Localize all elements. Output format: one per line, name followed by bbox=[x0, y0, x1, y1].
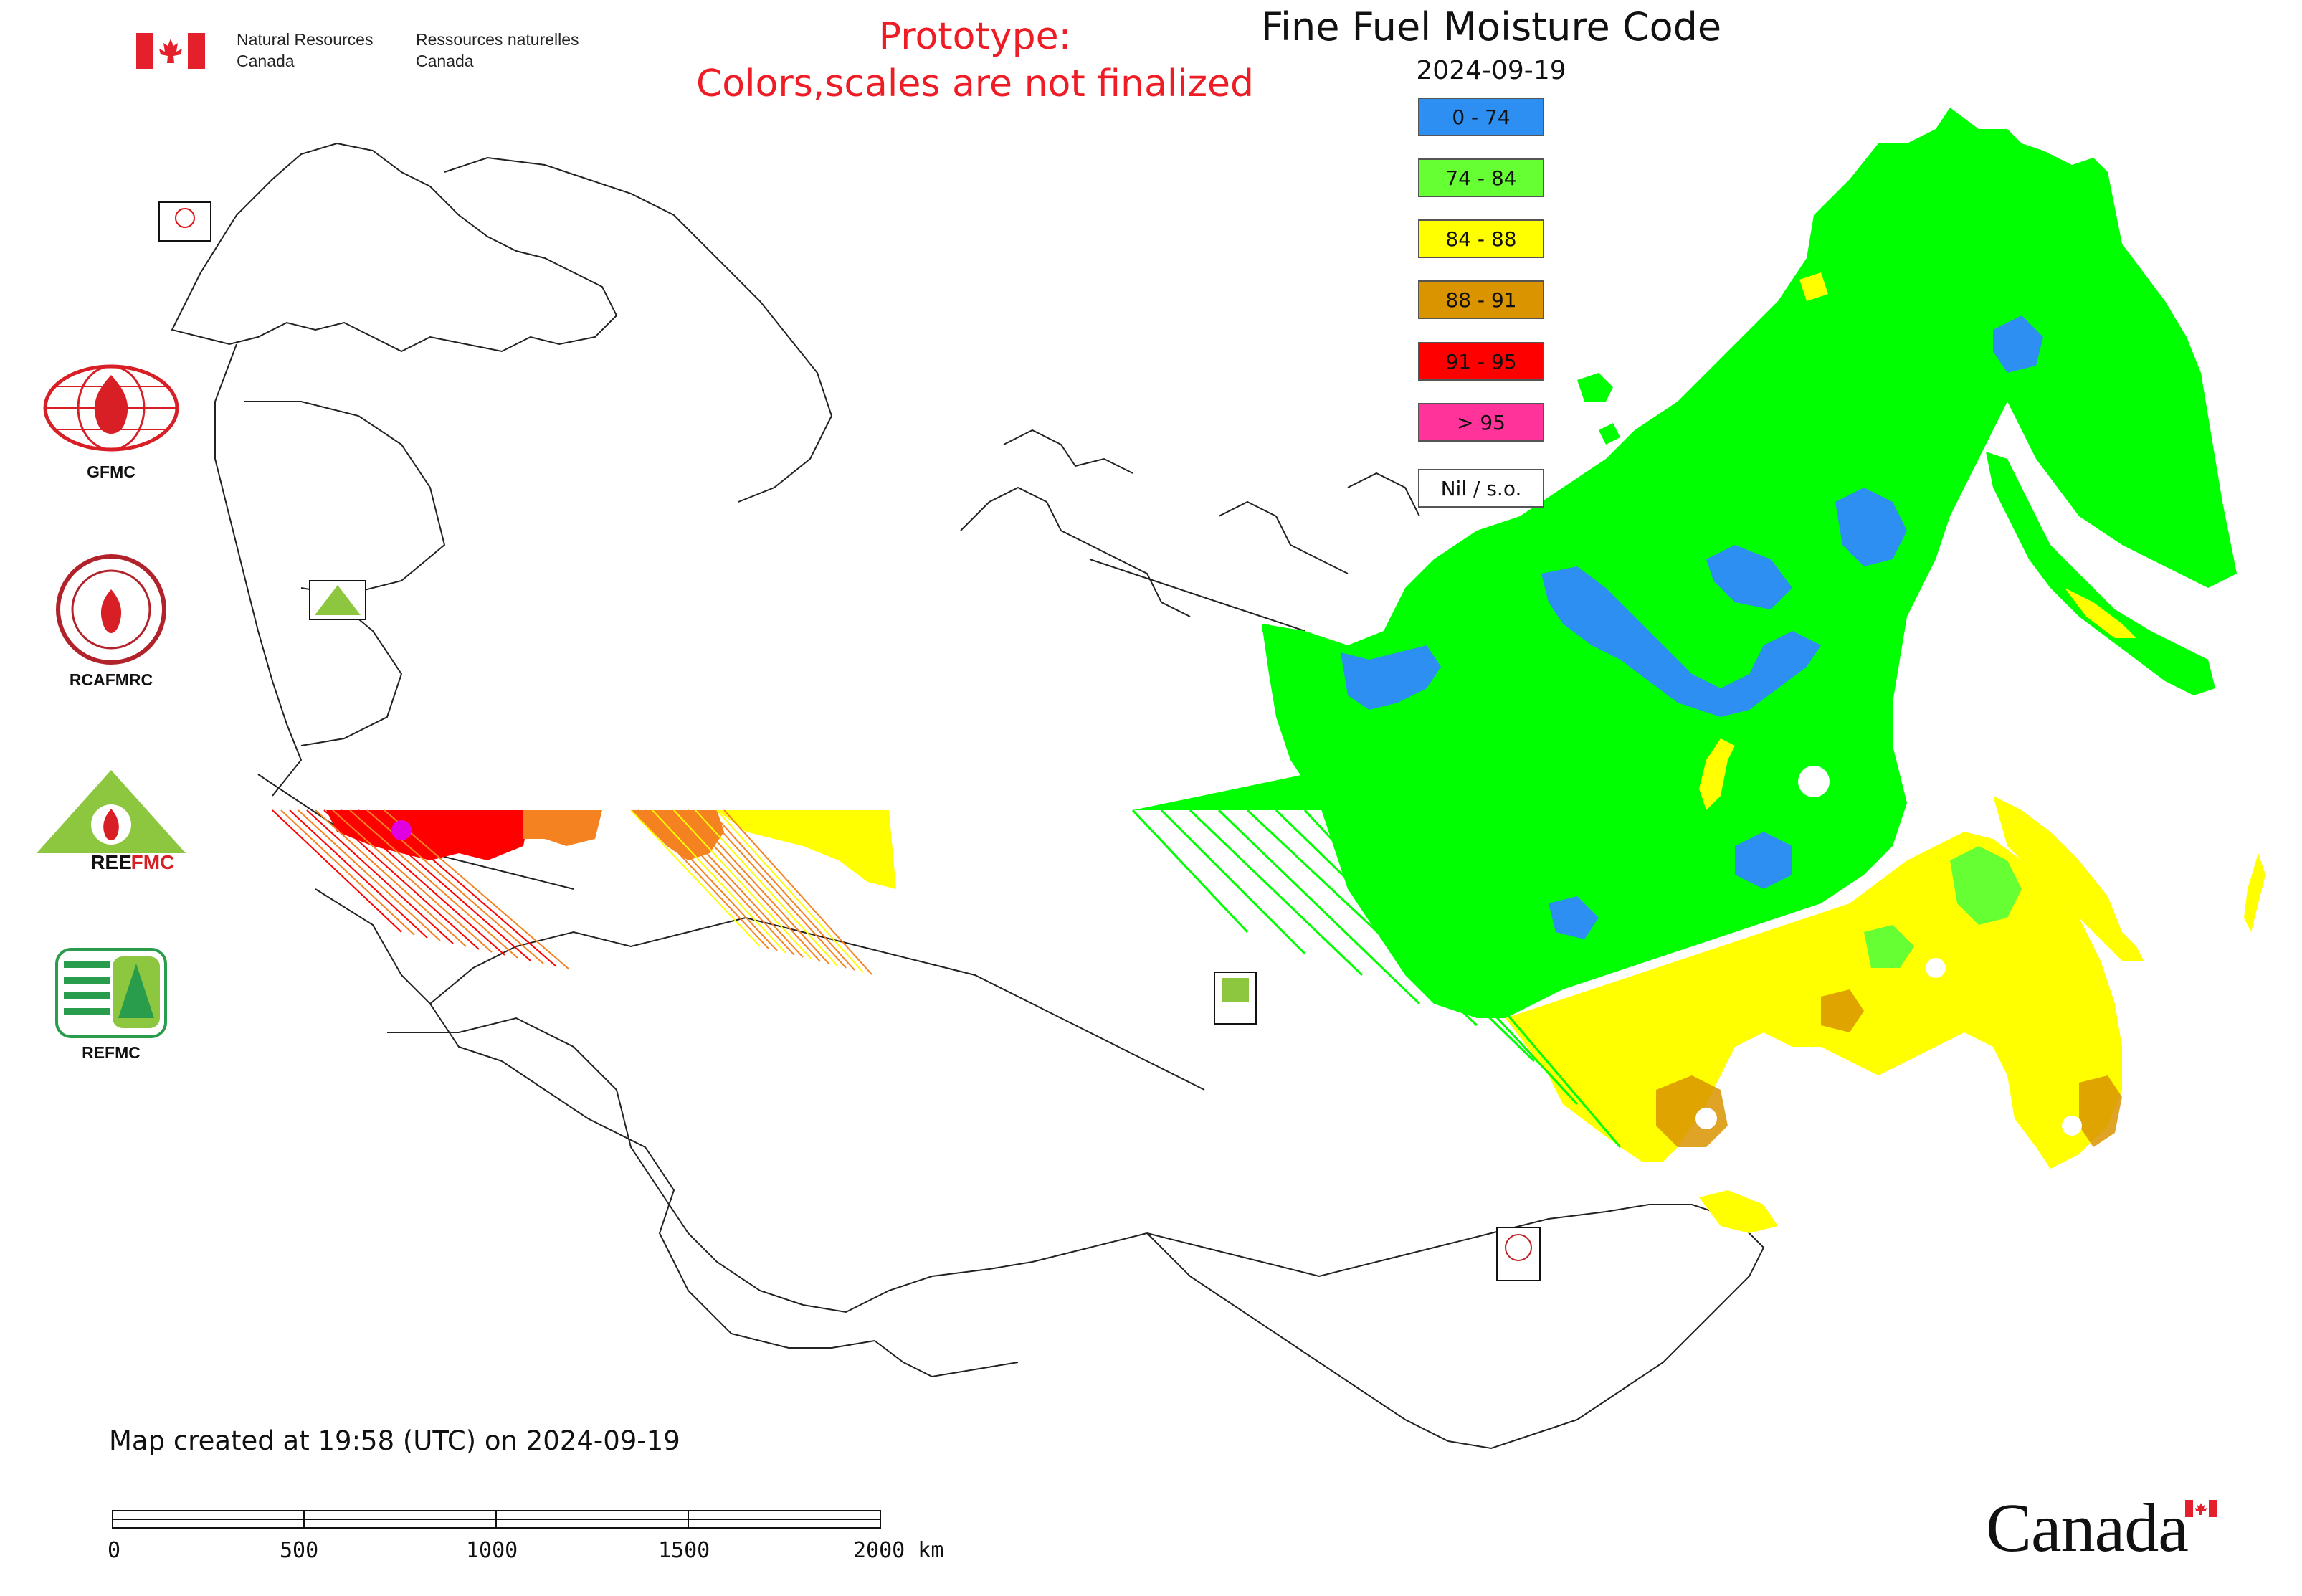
scale-label: 500 bbox=[280, 1538, 319, 1563]
fmc-streak bbox=[680, 809, 821, 962]
fmc-streak bbox=[306, 809, 454, 944]
legend-label: Nil / s.o. bbox=[1440, 476, 1522, 500]
canada-wordmark: Canada bbox=[1986, 1489, 2189, 1566]
legend-label: 0 - 74 bbox=[1452, 105, 1511, 129]
fmc-streak bbox=[723, 809, 872, 975]
scale-label: 1500 bbox=[658, 1538, 710, 1563]
fmc-streak bbox=[695, 809, 838, 966]
rcafmrc-logo: RCAFMRC bbox=[29, 552, 194, 690]
fmc-streak bbox=[702, 809, 847, 969]
legend-item: > 95 bbox=[1418, 403, 1544, 442]
fmc-hotspot bbox=[391, 820, 412, 840]
fmc-streak bbox=[659, 809, 795, 956]
fmc-streak bbox=[688, 809, 829, 964]
fmc-streak bbox=[315, 809, 467, 947]
fmc-streak bbox=[384, 809, 570, 970]
department-name-fr: Ressources naturelles Canada bbox=[416, 30, 579, 70]
refmc-label: REFMC bbox=[82, 1043, 141, 1062]
scale-label: 2000 km bbox=[853, 1538, 944, 1563]
wordmark-flag-icon bbox=[2185, 1500, 2217, 1517]
legend-item: 84 - 88 bbox=[1418, 219, 1544, 258]
fmc-streak bbox=[716, 809, 864, 973]
fmc-patch bbox=[717, 810, 896, 889]
scale-bar-graphic bbox=[112, 1510, 881, 1529]
fmc-streak bbox=[289, 809, 428, 939]
map-date: 2024-09-19 bbox=[1416, 56, 1566, 85]
legend-item: 88 - 91 bbox=[1418, 280, 1544, 319]
prototype-notice: Prototype: Colors,scales are not finaliz… bbox=[695, 15, 1255, 105]
map-title: Fine Fuel Moisture Code bbox=[1260, 4, 1722, 49]
fmc-streak bbox=[280, 809, 415, 936]
fmc-streak bbox=[666, 809, 804, 958]
fmc-streak bbox=[349, 809, 518, 959]
fmc-streak bbox=[673, 809, 812, 960]
gfmc-logo: GFMC bbox=[29, 362, 194, 482]
fmc-patch bbox=[326, 810, 531, 860]
fmc-streak bbox=[298, 809, 441, 941]
department-name-en: Natural Resources Canada bbox=[237, 30, 374, 70]
fmc-streak bbox=[323, 809, 480, 950]
map-created-timestamp: Map created at 19:58 (UTC) on 2024-09-19 bbox=[109, 1425, 680, 1456]
fmc-streak bbox=[709, 809, 855, 971]
government-header: Natural Resources Canada Ressources natu… bbox=[136, 29, 624, 79]
gfmc-globe-icon bbox=[43, 364, 179, 452]
fmc-streak bbox=[358, 809, 531, 961]
fmc-streak bbox=[645, 809, 778, 951]
center-markers bbox=[158, 201, 1541, 1281]
fmc-west-strip bbox=[272, 809, 896, 975]
fmc-streak bbox=[652, 809, 786, 954]
canada-flag-icon bbox=[136, 33, 205, 69]
refmc-logo: REFMC bbox=[29, 946, 194, 1063]
reefmc-triangle-icon: REE FMC bbox=[37, 770, 186, 873]
legend-label: 84 - 88 bbox=[1445, 227, 1517, 251]
scale-label: 0 bbox=[108, 1538, 121, 1563]
fmc-streak bbox=[637, 809, 769, 949]
legend-item: Nil / s.o. bbox=[1418, 469, 1544, 508]
legend-item: 91 - 95 bbox=[1418, 342, 1544, 381]
svg-text:FMC: FMC bbox=[131, 851, 175, 873]
fmc-streak bbox=[272, 809, 402, 933]
legend-label: 91 - 95 bbox=[1445, 349, 1517, 374]
legend-label: 88 - 91 bbox=[1445, 288, 1517, 312]
fmc-streak bbox=[630, 809, 761, 947]
reefmc-logo: REE FMC bbox=[29, 767, 194, 878]
fmc-streak bbox=[332, 809, 493, 953]
legend-item: 0 - 74 bbox=[1418, 98, 1544, 136]
rcafmrc-label: RCAFMRC bbox=[69, 670, 153, 689]
svg-text:REE: REE bbox=[90, 851, 132, 873]
fmc-eastern-region bbox=[1131, 108, 2265, 1233]
fmc-patch bbox=[523, 810, 602, 846]
scale-bar: 0 500 1000 1500 2000 km bbox=[108, 1502, 968, 1588]
legend-label: 74 - 84 bbox=[1445, 166, 1517, 190]
rcafmrc-seal-icon bbox=[56, 554, 166, 665]
legend-label: > 95 bbox=[1457, 410, 1506, 434]
gfmc-label: GFMC bbox=[87, 462, 135, 481]
scale-label: 1000 bbox=[466, 1538, 518, 1563]
refmc-sigma-icon bbox=[55, 948, 167, 1038]
fmc-streak bbox=[341, 809, 505, 956]
legend-item: 74 - 84 bbox=[1418, 158, 1544, 197]
